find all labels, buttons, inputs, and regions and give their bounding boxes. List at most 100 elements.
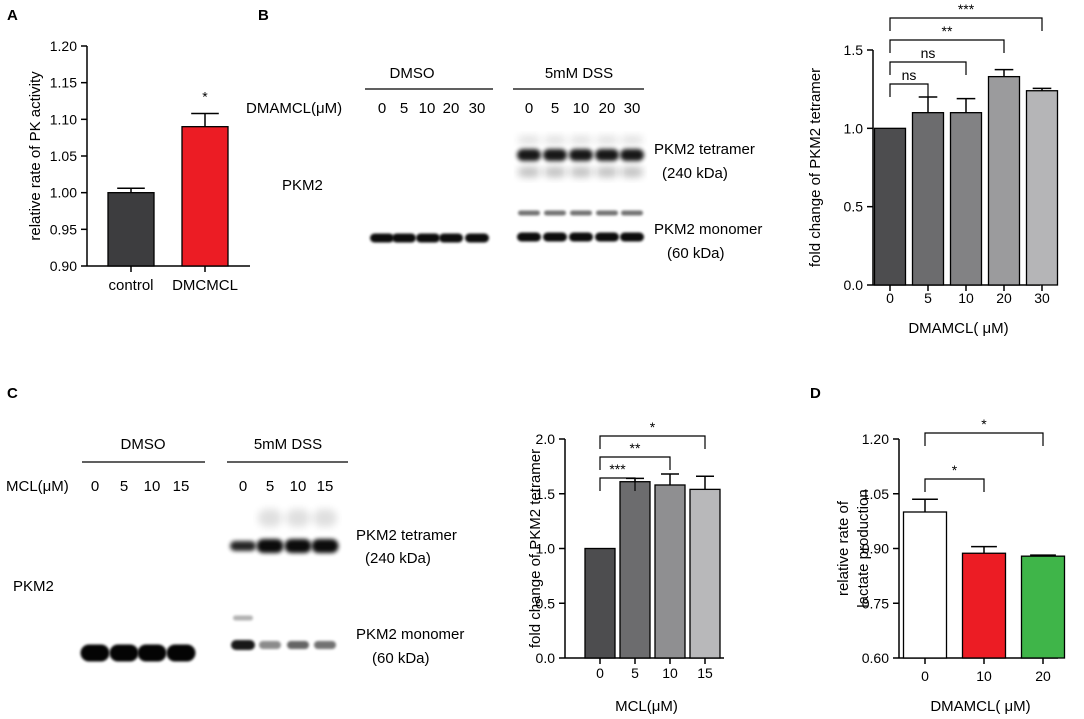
chart-b-x-tick-label: 20 (996, 290, 1012, 306)
blot-lane-label: 5 (266, 478, 274, 495)
blot-band (543, 232, 567, 242)
chart-b-significance-bracket (889, 61, 967, 75)
chart-b-significance-bracket (889, 83, 929, 97)
chart-b-bar-20 (987, 75, 1021, 286)
blot-c-group-dss: 5mM DSS (254, 436, 322, 453)
blot-lane-label: 20 (443, 100, 460, 117)
blot-band (621, 136, 643, 144)
blot-band (596, 136, 618, 144)
blot-band (416, 233, 440, 243)
blot-lane-label: 15 (317, 478, 334, 495)
chart-b-fold-change: 0.0 0.5 1.0 1.5 0 5 10 20 30 fold change of PKM2 … (807, 1, 1059, 337)
chart-c-fold-change: 0.0 0.5 1.0 1.5 2.0 0 5 10 15 fold change of PKM2… (527, 419, 724, 715)
blot-c-monomer-label: PKM2 monomer (356, 626, 464, 643)
blot-band (517, 232, 541, 242)
western-blot-b: DMSO 5mM DSS DMAMCL(μM) 0 5 10 20 30 0 5 10 20 30… (246, 65, 762, 264)
chart-b-y-tick-label: 0.5 (844, 199, 864, 215)
chart-b-bar-0 (873, 127, 907, 286)
chart-d-significance-bracket (924, 432, 1044, 446)
chart-b-y-tick-label: 1.0 (844, 120, 864, 136)
blot-band (166, 644, 196, 662)
chart-a-y-tick-label: 1.00 (50, 185, 77, 201)
chart-d-y-tick-label: 0.90 (862, 541, 889, 557)
blot-band (286, 509, 310, 527)
chart-c-x-tick-label: 10 (662, 665, 678, 681)
chart-b-x-tick-label: 10 (958, 290, 974, 306)
chart-b-significance-label: ns (921, 45, 936, 61)
chart-c-y-tick-label: 0.0 (536, 650, 556, 666)
blot-lane-label: 0 (239, 478, 247, 495)
chart-b-x-tick-label: 5 (924, 290, 932, 306)
chart-c-bar-10 (654, 484, 686, 659)
chart-d-significance-bracket (924, 478, 985, 492)
chart-d-significance-label: * (952, 462, 958, 478)
blot-c-monomer-kda: (60 kDa) (372, 650, 430, 667)
blot-band (284, 539, 312, 553)
chart-a-x-tick-label: control (108, 277, 153, 294)
blot-band (544, 136, 566, 144)
blot-band (543, 149, 567, 161)
chart-c-y-tick-label: 2.0 (536, 431, 556, 447)
chart-c-bar-5 (619, 481, 651, 659)
chart-a-pk-activity: 0.90 0.95 1.00 1.05 1.10 1.15 1.20 control DMCMC… (27, 38, 250, 294)
chart-c-x-tick-label: 0 (596, 665, 604, 681)
chart-d-x-tick-label: 0 (921, 668, 929, 684)
blot-c-lane-axis-label: MCL(μM) (6, 478, 69, 495)
blot-c-protein-label: PKM2 (13, 578, 54, 595)
blot-band (231, 640, 255, 650)
chart-d-bar-10 (961, 552, 1007, 659)
blot-band (109, 644, 139, 662)
blot-b-lane-labels: 0 5 10 20 30 0 5 10 20 30 (378, 100, 641, 117)
blot-lane-label: 5 (400, 100, 408, 117)
blot-band (569, 232, 593, 242)
blot-lane-label: 20 (599, 100, 616, 117)
blot-lane-label: 10 (290, 478, 307, 495)
blot-b-image (370, 124, 646, 264)
blot-band (230, 541, 256, 551)
chart-a-y-tick-label: 1.20 (50, 38, 77, 54)
chart-b-y-tick-label: 0.0 (844, 277, 864, 293)
chart-b-significance-label: ** (942, 23, 953, 39)
chart-c-significance-bracket (599, 435, 706, 449)
blot-band (570, 210, 592, 216)
blot-band (256, 539, 284, 553)
blot-band (80, 644, 110, 662)
chart-d-x-tick-label: 10 (976, 668, 992, 684)
chart-d-significance-label: * (981, 416, 987, 432)
chart-a-y-tick-label: 0.95 (50, 221, 77, 237)
chart-a-y-tick-label: 1.15 (50, 75, 77, 91)
blot-band (570, 136, 592, 144)
blot-lane-label: 10 (419, 100, 436, 117)
chart-c-x-tick-label: 5 (631, 665, 639, 681)
blot-band (569, 149, 593, 161)
chart-b-bar-30 (1025, 90, 1059, 286)
chart-b-x-tick-label: 30 (1034, 290, 1050, 306)
blot-band (544, 167, 566, 177)
chart-a-significance: * (202, 88, 208, 104)
panel-letter-c: C (7, 385, 18, 402)
blot-b-bands (370, 136, 644, 243)
blot-lane-label: 10 (144, 478, 161, 495)
chart-c-x-tick-label: 15 (697, 665, 713, 681)
blot-band (595, 232, 619, 242)
chart-d-bar-0 (902, 511, 948, 659)
blot-band (596, 167, 618, 177)
chart-c-y-tick-label: 1.5 (536, 486, 556, 502)
chart-c-significance-label: *** (609, 461, 626, 477)
chart-d-y-label: lactate production (855, 489, 872, 607)
blot-band (314, 641, 336, 649)
chart-c-bar-0 (584, 547, 616, 659)
chart-a-y-tick-label: 1.05 (50, 148, 77, 164)
blot-b-group-dmso: DMSO (390, 65, 435, 82)
chart-b-significance-bracket (889, 17, 1043, 31)
blot-band (258, 509, 282, 527)
chart-d-y-label: relative rate of (835, 500, 852, 596)
blot-band (313, 509, 337, 527)
blot-lane-label: 5 (551, 100, 559, 117)
chart-a-y-label: relative rate of PK activity (27, 71, 44, 241)
western-blot-c: DMSO 5mM DSS MCL(μM) 0 5 10 15 0 5 10 15 PKM2 P… (6, 436, 464, 678)
blot-band (259, 641, 281, 649)
chart-b-x-tick-label: 0 (886, 290, 894, 306)
chart-b-x-label: DMAMCL( μM) (908, 320, 1008, 337)
